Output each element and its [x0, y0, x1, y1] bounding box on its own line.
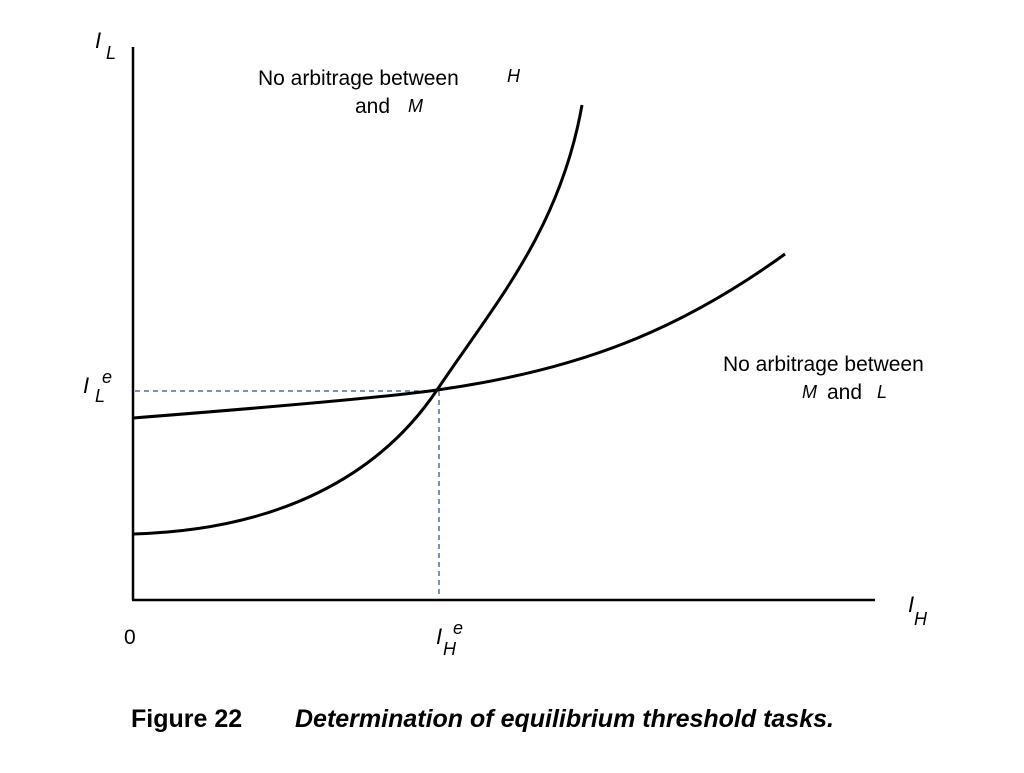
curve-no-arbitrage-m-l	[132, 252, 786, 420]
curve-m-l-label-and: and	[827, 381, 862, 404]
equilibrium-x-superscript: e	[453, 618, 463, 638]
equilibrium-y-superscript: e	[102, 367, 112, 387]
x-axis-label-subscript: H	[914, 609, 928, 629]
origin-label: 0	[124, 626, 136, 649]
y-axis-label: I	[95, 28, 101, 53]
curve-h-m-label-var1: H	[507, 66, 521, 86]
equilibrium-y-subscript: L	[95, 386, 105, 406]
curve-m-l-label-line1: No arbitrage between	[723, 353, 924, 376]
curve-h-m-label-var2: M	[408, 96, 423, 116]
equilibrium-x-label: I	[436, 624, 442, 649]
figure-caption-text: Determination of equilibrium threshold t…	[295, 705, 834, 733]
equilibrium-x-subscript: H	[443, 639, 457, 659]
curve-m-l-label-var1: M	[802, 382, 817, 402]
curve-h-m-label-and: and	[355, 95, 390, 118]
figure-caption-number: Figure 22	[131, 705, 242, 733]
curve-no-arbitrage-h-m	[132, 104, 584, 536]
curve-h-m-label-line1: No arbitrage between	[258, 67, 459, 90]
x-axis-label: I	[908, 592, 914, 617]
y-axis-label-subscript: L	[106, 43, 116, 63]
curve-m-l-label-var2: L	[877, 382, 887, 402]
equilibrium-y-label: I	[83, 373, 89, 398]
